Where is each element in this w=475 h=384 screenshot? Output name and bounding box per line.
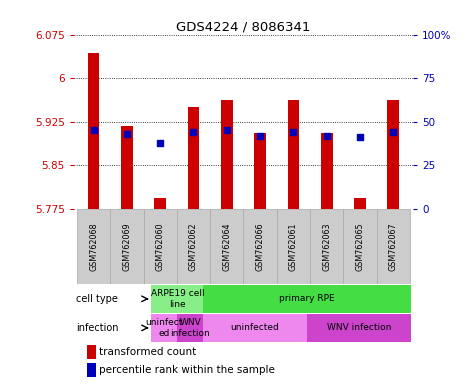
- Text: WNV
infection: WNV infection: [171, 318, 210, 338]
- Bar: [121, 126, 133, 209]
- Text: GSM762062: GSM762062: [189, 222, 198, 271]
- Text: GSM762067: GSM762067: [389, 222, 398, 271]
- Title: GDS4224 / 8086341: GDS4224 / 8086341: [176, 20, 311, 33]
- Bar: [343, 209, 377, 284]
- Text: uninfect
ed: uninfect ed: [146, 318, 183, 338]
- Bar: [177, 314, 203, 342]
- Text: GSM762069: GSM762069: [123, 222, 132, 271]
- Point: [290, 129, 297, 135]
- Text: transformed count: transformed count: [99, 347, 196, 357]
- Text: uninfected: uninfected: [231, 323, 279, 333]
- Point: [90, 127, 97, 134]
- Bar: [110, 209, 143, 284]
- Point: [223, 127, 230, 134]
- Bar: [244, 209, 277, 284]
- Text: GSM762065: GSM762065: [355, 222, 364, 271]
- Text: percentile rank within the sample: percentile rank within the sample: [99, 365, 275, 375]
- Bar: [177, 209, 210, 284]
- Bar: [88, 53, 99, 209]
- Text: GSM762060: GSM762060: [156, 222, 165, 271]
- Text: ARPE19 cell
line: ARPE19 cell line: [151, 289, 204, 308]
- Bar: [154, 199, 166, 209]
- Bar: [354, 199, 366, 209]
- Point: [156, 139, 164, 146]
- Bar: [87, 345, 95, 359]
- Text: GSM762064: GSM762064: [222, 222, 231, 271]
- Text: GSM762061: GSM762061: [289, 222, 298, 271]
- Bar: [307, 314, 411, 342]
- Point: [356, 134, 364, 141]
- Bar: [152, 314, 177, 342]
- Bar: [152, 285, 203, 313]
- Bar: [77, 209, 110, 284]
- Bar: [87, 363, 95, 377]
- Bar: [221, 99, 233, 209]
- Bar: [210, 209, 244, 284]
- Text: GSM762063: GSM762063: [322, 222, 331, 271]
- Bar: [277, 209, 310, 284]
- Text: WNV infection: WNV infection: [327, 323, 391, 333]
- Point: [256, 132, 264, 139]
- Bar: [377, 209, 410, 284]
- Bar: [388, 99, 399, 209]
- Bar: [188, 107, 199, 209]
- Point: [190, 129, 197, 135]
- Bar: [310, 209, 343, 284]
- Bar: [203, 314, 307, 342]
- Bar: [287, 99, 299, 209]
- Point: [123, 131, 131, 137]
- Text: GSM762068: GSM762068: [89, 222, 98, 271]
- Bar: [254, 133, 266, 209]
- Bar: [203, 285, 411, 313]
- Point: [323, 132, 331, 139]
- Text: GSM762066: GSM762066: [256, 222, 265, 271]
- Bar: [143, 209, 177, 284]
- Point: [390, 129, 397, 135]
- Text: cell type: cell type: [76, 294, 118, 304]
- Bar: [321, 133, 332, 209]
- Text: primary RPE: primary RPE: [279, 295, 335, 303]
- Text: infection: infection: [76, 323, 119, 333]
